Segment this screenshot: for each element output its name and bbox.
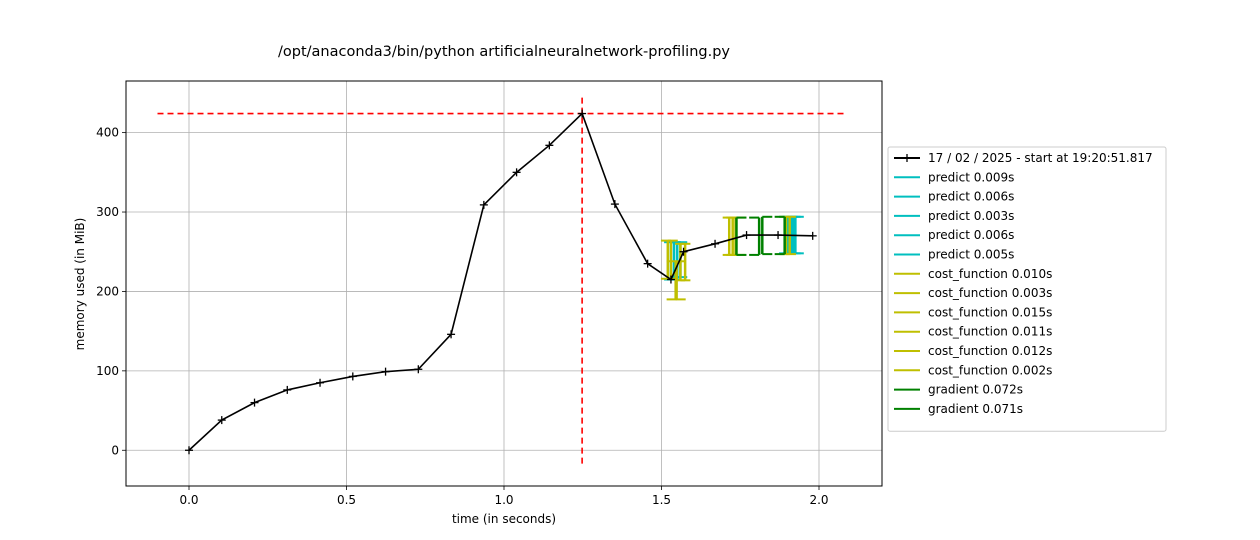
legend-label: predict 0.005s <box>928 248 1014 262</box>
memory-point <box>610 200 619 209</box>
y-axis-label: memory used (in MiB) <box>73 218 87 351</box>
memory-point <box>512 168 521 177</box>
legend-label: cost_function 0.002s <box>928 363 1052 377</box>
legend-entry: gradient 0.072s <box>894 383 1023 397</box>
memory-point <box>479 200 488 209</box>
legend-entry: cost_function 0.003s <box>894 286 1052 300</box>
chart-title: /opt/anaconda3/bin/python artificialneur… <box>278 44 730 60</box>
legend-entry: 17 / 02 / 2025 - start at 19:20:51.817 <box>894 151 1153 165</box>
x-tick-label: 1.0 <box>494 493 513 507</box>
memory-point <box>250 398 259 407</box>
legend-entry: cost_function 0.010s <box>894 267 1052 281</box>
peak-marker <box>157 97 845 467</box>
legend-label: cost_function 0.003s <box>928 286 1052 300</box>
memory-point <box>283 385 292 394</box>
legend-label: predict 0.006s <box>928 190 1014 204</box>
y-tick-label: 400 <box>96 126 119 140</box>
legend-label: cost_function 0.010s <box>928 267 1052 281</box>
x-tick-label: 0.5 <box>337 493 356 507</box>
legend-entry: cost_function 0.012s <box>894 344 1052 358</box>
legend-label: predict 0.006s <box>928 228 1014 242</box>
memory-point <box>447 330 456 339</box>
legend-label: 17 / 02 / 2025 - start at 19:20:51.817 <box>928 151 1153 165</box>
function-bracket <box>735 216 761 256</box>
legend: 17 / 02 / 2025 - start at 19:20:51.817 pr… <box>887 146 1167 432</box>
memory-point <box>217 416 226 425</box>
memory-point <box>316 378 325 387</box>
memory-point <box>774 231 783 240</box>
legend-label: cost_function 0.012s <box>928 344 1052 358</box>
legend-label: gradient 0.072s <box>928 383 1023 397</box>
function-brackets <box>660 215 804 301</box>
y-tick-label: 0 <box>111 443 119 457</box>
memory-point <box>185 446 193 455</box>
legend-entry: predict 0.009s <box>894 170 1014 184</box>
y-tick-label: 100 <box>96 364 119 378</box>
legend-label: gradient 0.071s <box>928 402 1023 416</box>
legend-entry: predict 0.005s <box>894 248 1014 262</box>
memory-point <box>742 231 751 240</box>
legend-label: cost_function 0.011s <box>928 325 1052 339</box>
memory-point <box>381 367 390 376</box>
legend-entry: cost_function 0.015s <box>894 305 1052 319</box>
legend-entry: cost_function 0.002s <box>894 363 1052 377</box>
legend-entry: gradient 0.071s <box>894 402 1023 416</box>
legend-label: predict 0.003s <box>928 209 1014 223</box>
memory-point <box>414 365 423 374</box>
memory-point <box>348 372 357 381</box>
x-tick-label: 2.0 <box>809 493 828 507</box>
x-axis-label: time (in seconds) <box>452 512 556 526</box>
memory-point <box>578 109 587 118</box>
y-tick-label: 300 <box>96 205 119 219</box>
memory-point <box>545 141 554 150</box>
legend-entry: predict 0.003s <box>894 209 1014 223</box>
memory-point <box>679 247 688 256</box>
legend-entry: cost_function 0.011s <box>894 325 1052 339</box>
function-bracket <box>675 242 691 282</box>
legend-entry: predict 0.006s <box>894 228 1014 242</box>
y-tick-label: 200 <box>96 284 119 298</box>
legend-box <box>887 146 1167 432</box>
memory-point <box>711 239 720 248</box>
x-tick-label: 1.5 <box>652 493 671 507</box>
memory-point <box>666 275 675 284</box>
memory-series <box>185 109 817 455</box>
x-tick-label: 0.0 <box>179 493 198 507</box>
legend-label: cost_function 0.015s <box>928 305 1052 319</box>
axis-ticks: 0.0 0.5 1.0 1.5 2.0 0 100 200 300 400 <box>96 126 828 507</box>
legend-label: predict 0.009s <box>928 170 1014 184</box>
memory-point <box>808 231 817 240</box>
memory-point <box>643 259 652 268</box>
grid <box>126 81 882 486</box>
legend-entry: predict 0.006s <box>894 190 1014 204</box>
